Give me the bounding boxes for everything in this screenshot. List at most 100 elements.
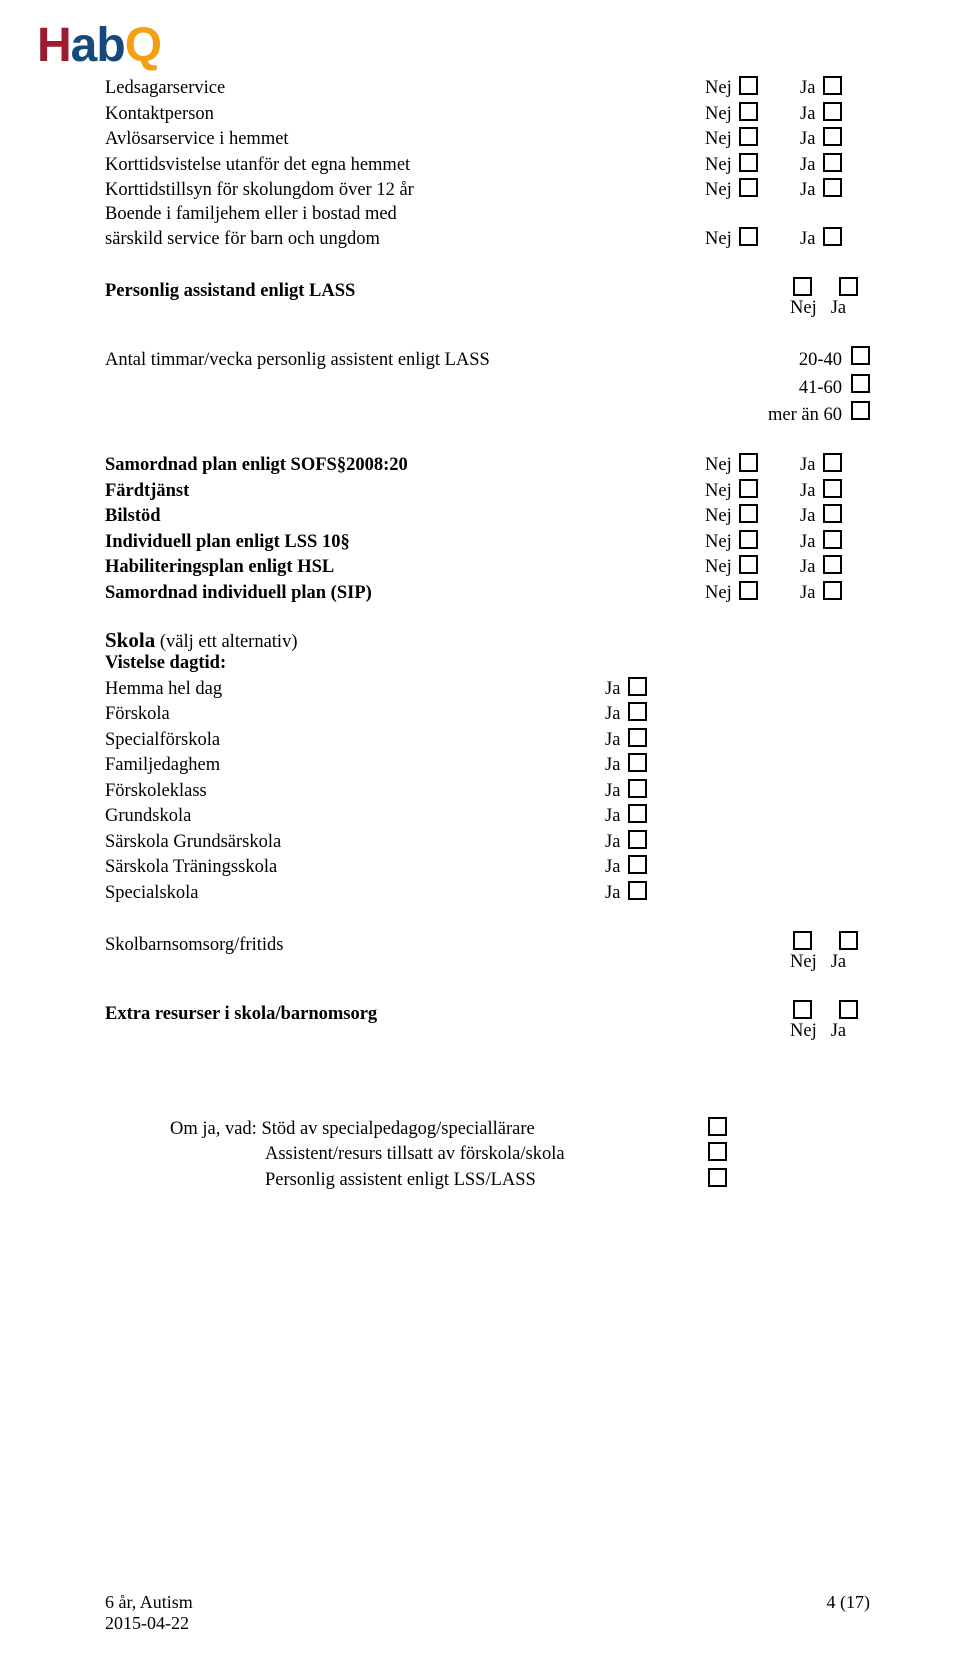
cell-nej: Nej — [705, 227, 800, 250]
row-skolbarnsomsorg: Skolbarnsomsorg/fritids Nej Ja — [105, 931, 870, 973]
label-nej: Nej — [790, 952, 817, 973]
row-hours-1: Antal timmar/vecka personlig assistent e… — [105, 346, 870, 371]
row-boende-line1: Boende i familjehem eller i bostad med — [105, 204, 870, 225]
checkbox-icon[interactable] — [851, 401, 870, 420]
label: Korttidsvistelse utanför det egna hemmet — [105, 155, 705, 176]
page: H a b Q Ledsagarservice Nej Ja Kontaktpe… — [0, 0, 960, 1670]
cell-ja: Ja — [800, 555, 870, 578]
checkbox-icon[interactable] — [823, 153, 842, 172]
checkbox-icon[interactable] — [628, 677, 647, 696]
checkbox-icon[interactable] — [739, 504, 758, 523]
row-boende-line2: särskild service för barn och ungdom Nej… — [105, 227, 870, 250]
checkbox-icon[interactable] — [851, 374, 870, 393]
label-hours: Antal timmar/vecka personlig assistent e… — [105, 350, 705, 371]
checkbox-icon[interactable] — [628, 728, 647, 747]
label: Personlig assistent enligt LSS/LASS — [170, 1170, 705, 1191]
row-korttidstillsyn: Korttidstillsyn för skolungdom över 12 å… — [105, 178, 870, 201]
checkbox-icon[interactable] — [823, 555, 842, 574]
checkbox-icon[interactable] — [839, 277, 858, 296]
checkbox-icon[interactable] — [708, 1142, 727, 1161]
footer-page-number: 4 (17) — [827, 1592, 871, 1634]
row-sip: Samordnad individuell plan (SIP) Nej Ja — [105, 581, 870, 604]
checkbox-icon[interactable] — [839, 931, 858, 950]
label: Habiliteringsplan enligt HSL — [105, 557, 705, 578]
checkbox-icon[interactable] — [739, 227, 758, 246]
checkbox-icon[interactable] — [793, 1000, 812, 1019]
checkbox-icon[interactable] — [708, 1117, 727, 1136]
checkbox-icon[interactable] — [823, 479, 842, 498]
cell-ja: Ja — [605, 779, 870, 802]
checkbox-icon[interactable] — [628, 753, 647, 772]
checkbox-icon[interactable] — [739, 153, 758, 172]
checkbox-icon[interactable] — [628, 830, 647, 849]
row-korttidsvistelse: Korttidsvistelse utanför det egna hemmet… — [105, 153, 870, 176]
row-sarskola-traning: Särskola Träningsskola Ja — [105, 855, 870, 878]
label: Skolbarnsomsorg/fritids — [105, 935, 790, 956]
label-ja: Ja — [831, 1021, 846, 1042]
row-samordnad-sofs: Samordnad plan enligt SOFS§2008:20 Nej J… — [105, 453, 870, 476]
cell-nej: Nej — [705, 479, 800, 502]
checkbox-icon[interactable] — [739, 76, 758, 95]
checkbox-icon[interactable] — [823, 127, 842, 146]
checkbox-icon[interactable] — [739, 555, 758, 574]
checkbox-icon[interactable] — [823, 178, 842, 197]
row-omja-3: Personlig assistent enligt LSS/LASS — [105, 1168, 870, 1191]
row-individuell-plan: Individuell plan enligt LSS 10§ Nej Ja — [105, 530, 870, 553]
checkbox-icon[interactable] — [823, 504, 842, 523]
label: Ledsagarservice — [105, 78, 705, 99]
checkbox-icon[interactable] — [628, 804, 647, 823]
label: Hemma hel dag — [105, 679, 605, 700]
right-stack: Nej Ja — [790, 1000, 870, 1042]
logo-letter-b: b — [96, 22, 124, 70]
checkbox-icon[interactable] — [793, 277, 812, 296]
checkbox-icon[interactable] — [739, 127, 758, 146]
row-avlosarservice: Avlösarservice i hemmet Nej Ja — [105, 127, 870, 150]
label-ja: Ja — [831, 952, 846, 973]
checkbox-icon[interactable] — [739, 530, 758, 549]
label: Bilstöd — [105, 506, 705, 527]
cell-ja: Ja — [800, 178, 870, 201]
label: Extra resurser i skola/barnomsorg — [105, 1004, 790, 1025]
heading-skola-rest: (välj ett alternativ) — [155, 632, 297, 652]
label: Korttidstillsyn för skolungdom över 12 å… — [105, 180, 705, 201]
checkbox-icon[interactable] — [628, 779, 647, 798]
row-omja-2: Assistent/resurs tillsatt av förskola/sk… — [105, 1142, 870, 1165]
checkbox-icon[interactable] — [628, 855, 647, 874]
checkbox-icon[interactable] — [628, 702, 647, 721]
checkbox-icon[interactable] — [793, 931, 812, 950]
footer-title: 6 år, Autism — [105, 1592, 193, 1612]
checkbox-icon[interactable] — [851, 346, 870, 365]
row-bilstod: Bilstöd Nej Ja — [105, 504, 870, 527]
checkbox-icon[interactable] — [739, 479, 758, 498]
row-sarskola-grund: Särskola Grundsärskola Ja — [105, 830, 870, 853]
row-lass-heading: Personlig assistand enligt LASS Nej Ja — [105, 277, 870, 319]
hours-cell: 20-40 — [705, 346, 870, 371]
checkbox-icon[interactable] — [823, 453, 842, 472]
checkbox-icon[interactable] — [823, 76, 842, 95]
row-hemma: Hemma hel dag Ja — [105, 677, 870, 700]
checkbox-icon[interactable] — [739, 102, 758, 121]
label: Om ja, vad: Stöd av specialpedagog/speci… — [170, 1119, 705, 1140]
row-specialforskola: Specialförskola Ja — [105, 728, 870, 751]
checkbox-icon[interactable] — [739, 581, 758, 600]
label: Assistent/resurs tillsatt av förskola/sk… — [170, 1144, 705, 1165]
label: Specialskola — [105, 883, 605, 904]
label: Kontaktperson — [105, 104, 705, 125]
checkbox-icon[interactable] — [823, 581, 842, 600]
label: Särskola Träningsskola — [105, 857, 605, 878]
logo: H a b Q — [37, 22, 870, 70]
checkbox-icon[interactable] — [823, 102, 842, 121]
checkbox-icon[interactable] — [739, 178, 758, 197]
checkbox-icon[interactable] — [839, 1000, 858, 1019]
checkbox-icon[interactable] — [628, 881, 647, 900]
row-hours-3: mer än 60 — [105, 401, 870, 426]
checkbox-icon[interactable] — [823, 227, 842, 246]
checkbox-icon[interactable] — [739, 453, 758, 472]
row-fardtjanst: Färdtjänst Nej Ja — [105, 479, 870, 502]
row-extra-resurser: Extra resurser i skola/barnomsorg Nej Ja — [105, 1000, 870, 1042]
cell-ja: Ja — [800, 453, 870, 476]
checkbox-icon[interactable] — [708, 1168, 727, 1187]
label: Individuell plan enligt LSS 10§ — [105, 532, 705, 553]
cell-nej: Nej — [705, 504, 800, 527]
checkbox-icon[interactable] — [823, 530, 842, 549]
